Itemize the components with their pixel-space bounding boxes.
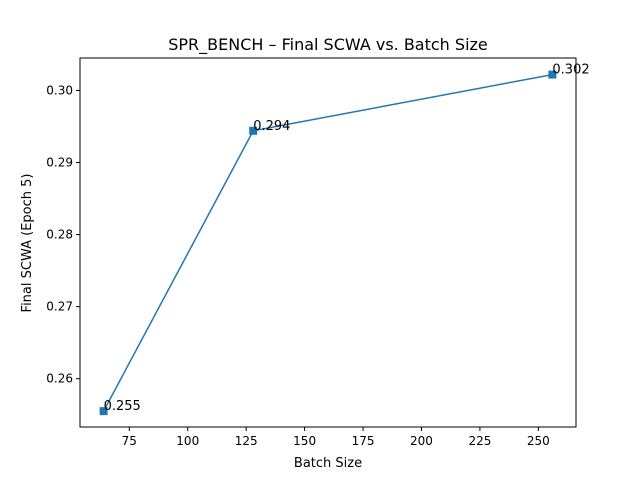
x-tick-label: 100 [176, 434, 199, 448]
x-tick-label: 175 [352, 434, 375, 448]
x-axis-label: Batch Size [294, 456, 362, 471]
data-point [99, 407, 108, 416]
data-point [249, 126, 258, 135]
data-label: 0.255 [104, 399, 141, 414]
chart-title: SPR_BENCH – Final SCWA vs. Batch Size [168, 35, 488, 55]
y-tick-label: 0.26 [46, 372, 73, 386]
x-tick-label: 125 [235, 434, 258, 448]
y-tick-label: 0.28 [46, 228, 73, 242]
plot-frame [79, 57, 577, 428]
y-tick-label: 0.27 [46, 300, 73, 314]
y-tick-label: 0.29 [46, 156, 73, 170]
x-tick-label: 75 [122, 434, 137, 448]
data-label: 0.294 [253, 119, 290, 134]
y-axis-ticks: 0.26 0.27 0.28 0.29 0.30 [46, 83, 80, 386]
x-tick-label: 150 [293, 434, 316, 448]
x-tick-label: 250 [527, 434, 550, 448]
x-tick-label: 200 [410, 434, 433, 448]
data-label: 0.302 [552, 63, 589, 78]
data-point [548, 70, 557, 79]
y-axis-label: Final SCWA (Epoch 5) [20, 174, 35, 313]
x-axis-ticks: 75 100 125 150 175 200 225 250 [122, 427, 550, 448]
x-tick-label: 225 [468, 434, 491, 448]
y-tick-label: 0.30 [46, 83, 73, 97]
series-group: 0.255 0.294 0.302 [99, 63, 590, 416]
